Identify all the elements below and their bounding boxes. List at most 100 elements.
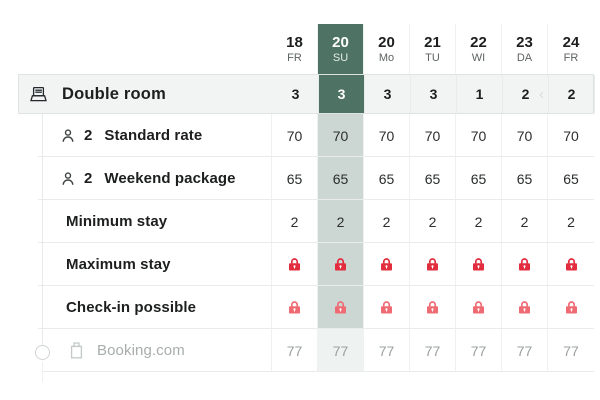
channel-cell[interactable]: 77	[563, 342, 579, 359]
rate-label: 2 Standard rate	[0, 114, 272, 157]
header-spacer	[0, 24, 272, 74]
channel-radio-button[interactable]	[35, 345, 50, 360]
locked-cell[interactable]	[456, 286, 502, 329]
availability-cell[interactable]: 2	[503, 75, 549, 113]
date-column-21[interactable]: 21 TU	[410, 24, 456, 74]
availability-cell[interactable]: 3	[273, 75, 319, 113]
rate-cell[interactable]: 70	[410, 114, 456, 157]
locked-cell[interactable]	[410, 243, 456, 286]
availability-cell[interactable]: 3	[365, 75, 411, 113]
restriction-cell[interactable]: 2	[567, 213, 575, 230]
locked-cell[interactable]	[410, 286, 456, 329]
lock-icon	[425, 300, 440, 315]
date-weekday: FR	[287, 51, 302, 64]
date-column-20b[interactable]: 20 Mo	[364, 24, 410, 74]
locked-cell[interactable]	[456, 243, 502, 286]
lock-icon	[564, 300, 579, 315]
restriction-label: Minimum stay	[0, 200, 272, 243]
restriction-name: Minimum stay	[66, 213, 168, 230]
availability-cell[interactable]: 1	[457, 75, 503, 113]
rate-cell[interactable]: 65	[364, 157, 410, 200]
channel-row-booking: Booking.com 77 77 77 77 77 77 77	[0, 329, 600, 372]
channel-cell[interactable]: 77	[456, 329, 502, 372]
occupancy-count: 2	[84, 170, 93, 187]
date-number: 18	[286, 33, 303, 51]
locked-cell[interactable]	[548, 243, 594, 286]
date-column-22[interactable]: 22 WI	[456, 24, 502, 74]
date-weekday: FR	[563, 51, 579, 64]
rate-cell[interactable]: 70	[272, 114, 318, 157]
date-column-24[interactable]: 24 FR	[548, 24, 594, 74]
availability-cell[interactable]: 3	[411, 75, 457, 113]
lock-icon	[287, 257, 302, 272]
tag-icon	[68, 341, 85, 360]
channel-cell-selected[interactable]: 77	[318, 329, 364, 372]
rate-cell[interactable]: 70	[502, 114, 548, 157]
rate-name: Weekend package	[104, 170, 236, 187]
rate-cell-selected[interactable]: 65	[318, 157, 364, 200]
tree-connector-line	[42, 362, 43, 382]
restriction-name: Check-in possible	[66, 299, 197, 316]
date-number: 20	[378, 33, 395, 51]
rate-cell[interactable]: 65	[563, 170, 579, 187]
rate-cell[interactable]: 65	[410, 157, 456, 200]
person-icon	[60, 128, 76, 144]
locked-cell[interactable]	[502, 286, 548, 329]
locked-cell[interactable]	[364, 286, 410, 329]
locked-cell[interactable]	[272, 243, 318, 286]
availability-cell-selected[interactable]: 3	[319, 75, 365, 113]
date-number: 24	[562, 33, 580, 51]
bed-icon	[29, 86, 48, 103]
availability-cell[interactable]: 2	[549, 75, 595, 113]
restriction-cell[interactable]: 2	[410, 200, 456, 243]
date-weekday: TU	[425, 51, 440, 64]
tree-connector-line	[42, 114, 43, 345]
lock-icon	[287, 300, 302, 315]
channel-label: Booking.com	[0, 329, 272, 372]
rate-cell[interactable]: 70	[563, 127, 579, 144]
room-label: Double room	[19, 75, 273, 113]
date-weekday: SU	[332, 51, 349, 64]
restriction-cell[interactable]: 2	[272, 200, 318, 243]
locked-cell-selected[interactable]	[318, 286, 364, 329]
channel-cell[interactable]: 77	[272, 329, 318, 372]
restriction-cell[interactable]: 2	[502, 200, 548, 243]
channel-cell[interactable]: 77	[410, 329, 456, 372]
rate-cell[interactable]: 65	[272, 157, 318, 200]
rate-cell-selected[interactable]: 70	[318, 114, 364, 157]
restriction-row-checkin: Check-in possible	[0, 286, 600, 329]
restriction-row-minimum-stay: Minimum stay 2 2 2 2 2 2 2	[0, 200, 600, 243]
rate-cell[interactable]: 70	[456, 114, 502, 157]
channel-cell[interactable]: 77	[502, 329, 548, 372]
locked-cell[interactable]	[364, 243, 410, 286]
rate-cell[interactable]: 65	[456, 157, 502, 200]
rate-label: 2 Weekend package	[0, 157, 272, 200]
room-row-double-room[interactable]: Double room 3 3 3 3 1 2 2	[18, 74, 595, 114]
rate-cell[interactable]: 70	[364, 114, 410, 157]
lock-icon	[471, 257, 486, 272]
date-number: 22	[470, 33, 487, 51]
date-column-23[interactable]: 23 DA	[502, 24, 548, 74]
restriction-cell[interactable]: 2	[456, 200, 502, 243]
lock-icon	[564, 257, 579, 272]
locked-cell[interactable]	[502, 243, 548, 286]
locked-cell-selected[interactable]	[318, 243, 364, 286]
person-icon	[60, 171, 76, 187]
lock-icon	[333, 300, 348, 315]
lock-icon	[333, 257, 348, 272]
restriction-cell[interactable]: 2	[364, 200, 410, 243]
locked-cell[interactable]	[548, 286, 594, 329]
date-weekday: WI	[471, 51, 486, 64]
date-column-18[interactable]: 18 FR	[272, 24, 318, 74]
channel-cell[interactable]: 77	[364, 329, 410, 372]
restriction-label: Check-in possible	[0, 286, 272, 329]
lock-icon	[517, 257, 532, 272]
locked-cell[interactable]	[272, 286, 318, 329]
rate-row-weekend: 2 Weekend package 65 65 65 65 65 65 65	[0, 157, 600, 200]
restriction-name: Maximum stay	[66, 256, 171, 273]
restriction-cell-selected[interactable]: 2	[318, 200, 364, 243]
rate-cell[interactable]: 65	[502, 157, 548, 200]
date-weekday: DA	[516, 51, 533, 64]
occupancy-count: 2	[84, 127, 93, 144]
date-column-20-selected[interactable]: 20 SU	[318, 24, 364, 74]
